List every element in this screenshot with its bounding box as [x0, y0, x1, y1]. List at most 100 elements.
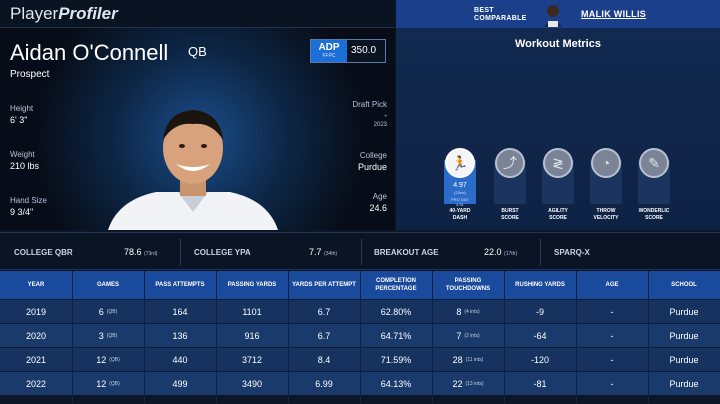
player-position: QB — [188, 44, 207, 59]
col-divider — [360, 271, 361, 404]
col-age[interactable]: AGE — [605, 282, 619, 288]
cell-ypa: 6.99 — [315, 379, 333, 389]
cell-rushing-yards: -120 — [530, 355, 549, 365]
cell-school: Purdue — [669, 307, 699, 317]
age-value: 24.6 — [369, 203, 387, 213]
hand-size-label: Hand Size — [10, 196, 47, 205]
age-label: Age — [372, 192, 387, 201]
divider — [540, 239, 541, 265]
workout-metrics-panel: Workout Metrics 🏃 4.97 (22nd) PRO DAY 4.… — [396, 28, 720, 230]
stat-breakout-age[interactable]: BREAKOUT AGE 22.0 (17th) — [362, 233, 540, 271]
col-passing-yards[interactable]: PASSING YARDS — [227, 282, 277, 288]
cell-school: Purdue — [669, 331, 699, 341]
draft-pick-value: - — [384, 111, 387, 120]
cell-pass-attempts: 136 — [172, 331, 188, 341]
player-portrait — [108, 110, 278, 230]
cell-rushing-yards: -64 — [533, 331, 547, 341]
college-value: Purdue — [357, 162, 387, 172]
metric-rank: (22nd) — [454, 190, 466, 195]
stat-label: BREAKOUT AGE — [374, 248, 439, 257]
metric-label: THROW VELOCITY — [593, 208, 619, 221]
cell-completion: 64.13% — [380, 379, 412, 389]
metric-agility-score[interactable]: ≷ AGILITY SCORE — [542, 148, 574, 221]
jumper-icon: ⤴ — [495, 148, 525, 178]
gauge-icon: ◔ — [591, 148, 621, 178]
cell-games: 12 (QB) — [96, 379, 120, 389]
stat-value: 22.0 (17th) — [484, 247, 518, 257]
sprinter-icon: 🏃 — [445, 148, 475, 178]
col-rushing-yards[interactable]: RUSHING YARDS — [515, 282, 565, 288]
col-divider — [72, 271, 73, 404]
height-value: 6' 3" — [10, 115, 28, 125]
metric-burst-score[interactable]: ⤴ BURST SCORE — [494, 148, 526, 221]
stat-college-ypa[interactable]: COLLEGE YPA 7.7 (34th) — [181, 233, 361, 271]
stat-value: 7.7 (34th) — [309, 247, 338, 257]
weight-value: 210 lbs — [10, 161, 40, 171]
col-yards-per-attempt[interactable]: YARDS PER ATTEMPT — [292, 282, 356, 288]
metric-label: WONDERLIC SCORE — [638, 208, 670, 221]
draft-year: 2023 — [373, 122, 387, 128]
best-comparable-bar: BEST COMPARABLE MALIK WILLIS — [396, 0, 720, 28]
metric-throw-velocity[interactable]: ◔ THROW VELOCITY — [590, 148, 622, 221]
cell-pass-attempts: 499 — [172, 379, 188, 389]
cell-pass-attempts: 164 — [172, 307, 188, 317]
brand-logo[interactable]: PlayerProfiler — [0, 0, 395, 28]
brand-part1: Player — [10, 4, 59, 23]
col-games[interactable]: GAMES — [96, 282, 119, 288]
weight-label: Weight — [10, 150, 35, 159]
cell-pass-attempts: 440 — [172, 355, 188, 365]
cell-year: 2021 — [25, 355, 47, 365]
comparable-avatar[interactable] — [542, 3, 564, 27]
player-hero: Aidan O'Connell QB Prospect ADP FFPC 350… — [0, 28, 395, 230]
metric-value: 4.97 — [453, 182, 467, 189]
metric-label: BURST SCORE — [501, 208, 519, 221]
brain-icon: ✎ — [639, 148, 669, 178]
stat-sparq-x[interactable]: SPARQ-X — [541, 233, 720, 271]
height-label: Height — [10, 104, 34, 113]
col-year[interactable]: YEAR — [27, 282, 45, 288]
college-stats-strip: COLLEGE QBR 78.6 (73rd) COLLEGE YPA 7.7 … — [0, 232, 720, 270]
metric-label: 40-YARD DASH — [449, 208, 471, 221]
col-pass-attempts[interactable]: PASS ATTEMPTS — [155, 282, 205, 288]
cell-touchdowns: 7 (2 ints) — [456, 331, 480, 341]
col-divider — [648, 271, 649, 404]
adp-label: ADP — [318, 42, 340, 53]
col-school[interactable]: SCHOOL — [671, 282, 697, 288]
cell-games: 6 (QB) — [98, 307, 118, 317]
col-divider — [504, 271, 505, 404]
player-name: Aidan O'Connell — [10, 40, 169, 65]
col-completion-percentage[interactable]: COMPLETION PERCENTAGE — [375, 278, 417, 292]
col-passing-touchdowns[interactable]: PASSING TOUCHDOWNS — [445, 278, 491, 292]
cell-games: 12 (QB) — [96, 355, 120, 365]
college-label: College — [359, 151, 387, 160]
adp-badge[interactable]: ADP FFPC 350.0 — [310, 39, 386, 63]
col-divider — [576, 271, 577, 404]
cell-completion: 62.80% — [380, 307, 412, 317]
stat-label: SPARQ-X — [554, 248, 590, 257]
college-stats-table: YEAR GAMES PASS ATTEMPTS PASSING YARDS Y… — [0, 271, 720, 404]
comparable-player-link[interactable]: MALIK WILLIS — [581, 9, 647, 19]
cell-age: - — [610, 307, 614, 317]
best-comparable-label: BEST COMPARABLE — [474, 7, 527, 22]
stat-value: 78.6 (73rd) — [124, 247, 158, 257]
workout-metrics-title: Workout Metrics — [515, 38, 601, 50]
cell-passing-yards: 916 — [244, 331, 260, 341]
stat-label: COLLEGE YPA — [194, 248, 251, 257]
cell-age: - — [610, 331, 614, 341]
cell-passing-yards: 1101 — [242, 307, 262, 317]
draft-pick-label: Draft Pick — [352, 100, 387, 109]
agility-icon: ≷ — [543, 148, 573, 178]
cell-year: 2022 — [25, 379, 47, 389]
cell-ypa: 8.4 — [317, 355, 331, 365]
cell-school: Purdue — [669, 355, 699, 365]
col-divider — [288, 271, 289, 404]
cell-age: - — [610, 355, 614, 365]
metric-wonderlic-score[interactable]: ✎ WONDERLIC SCORE — [638, 148, 670, 221]
stat-college-qbr[interactable]: COLLEGE QBR 78.6 (73rd) — [0, 233, 180, 271]
divider — [361, 239, 362, 265]
cell-touchdowns: 8 (4 ints) — [456, 307, 480, 317]
cell-completion: 71.59% — [380, 355, 412, 365]
metric-40-yard-dash[interactable]: 🏃 4.97 (22nd) PRO DAY 4.91 40-YARD DASH — [444, 148, 476, 221]
cell-age: - — [610, 379, 614, 389]
cell-completion: 64.71% — [380, 331, 412, 341]
